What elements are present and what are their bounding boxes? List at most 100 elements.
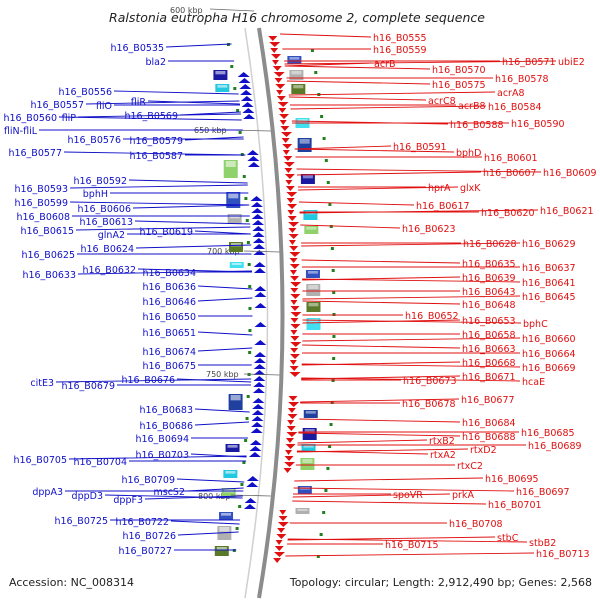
gene-label-h16-b0634[interactable]: h16_B0634 [142,268,196,279]
gene-label-h16-b0679[interactable]: h16_B0679 [61,381,115,392]
gene-label-h16-b0621[interactable]: h16_B0621 [540,206,594,217]
gene-label-rtxb2[interactable]: rtxB2 [429,436,455,447]
gene-label-h16-b0725[interactable]: h16_B0725 [54,516,108,527]
gene-label-hpra[interactable]: hprA [428,183,451,194]
gene-label-h16-b0643[interactable]: h16_B0643 [462,287,516,298]
gene-label-bphd[interactable]: bphD [456,148,481,159]
gene-label-spovr[interactable]: spoVR [393,490,423,501]
gene-label-h16-b0653[interactable]: h16_B0653 [462,316,516,327]
gene-label-h16-b0663[interactable]: h16_B0663 [462,344,516,355]
gene-label-h16-b0645[interactable]: h16_B0645 [522,292,576,303]
gene-label-dppf3[interactable]: dppF3 [113,495,143,506]
gene-label-rtxc2[interactable]: rtxC2 [457,461,483,472]
gene-label-h16-b0560[interactable]: h16_B0560 [3,113,57,124]
gene-label-h16-b0695[interactable]: h16_B0695 [485,474,539,485]
gene-label-h16-b0615[interactable]: h16_B0615 [20,226,74,237]
gene-label-h16-b0722[interactable]: h16_B0722 [115,517,169,528]
gene-label-glxk[interactable]: glxK [460,183,481,194]
gene-label-h16-b0633[interactable]: h16_B0633 [22,270,76,281]
gene-label-rtxa2[interactable]: rtxA2 [430,450,456,461]
gene-label-h16-b0685[interactable]: h16_B0685 [521,428,575,439]
gene-label-h16-b0683[interactable]: h16_B0683 [139,405,193,416]
gene-label-bphc[interactable]: bphC [523,319,548,330]
gene-label-h16-b0620[interactable]: h16_B0620 [481,208,535,219]
gene-label-h16-b0664[interactable]: h16_B0664 [522,349,576,360]
gene-label-h16-b0559[interactable]: h16_B0559 [373,45,427,56]
gene-label-h16-b0606[interactable]: h16_B0606 [77,204,131,215]
gene-label-h16-b0587[interactable]: h16_B0587 [129,151,183,162]
gene-label-h16-b0715[interactable]: h16_B0715 [385,540,439,551]
gene-label-h16-b0651[interactable]: h16_B0651 [142,328,196,339]
gene-label-mscs2[interactable]: mscS2 [153,487,185,498]
gene-label-acra8[interactable]: acrA8 [497,88,525,99]
gene-label-stbb2[interactable]: stbB2 [529,538,556,549]
gene-label-h16-b0694[interactable]: h16_B0694 [135,434,189,445]
gene-label-h16-b0535[interactable]: h16_B0535 [110,43,164,54]
gene-label-glna2[interactable]: glnA2 [98,230,125,241]
gene-label-h16-b0625[interactable]: h16_B0625 [21,250,75,261]
gene-label-h16-b0704[interactable]: h16_B0704 [73,457,127,468]
gene-label-h16-b0708[interactable]: h16_B0708 [449,519,503,530]
gene-label-h16-b0575[interactable]: h16_B0575 [432,80,486,91]
gene-label-h16-b0593[interactable]: h16_B0593 [14,184,68,195]
gene-label-h16-b0636[interactable]: h16_B0636 [142,282,196,293]
gene-label-h16-b0675[interactable]: h16_B0675 [142,361,196,372]
gene-label-h16-b0676[interactable]: h16_B0676 [121,375,175,386]
gene-label-stbc[interactable]: stbC [497,533,519,544]
gene-label-acrb8[interactable]: acrB8 [458,101,486,112]
gene-label-ubie2[interactable]: ubiE2 [558,57,585,68]
gene-label-acrb[interactable]: acrB [374,59,395,70]
gene-label-h16-b0635[interactable]: h16_B0635 [462,259,516,270]
gene-label-h16-b0673[interactable]: h16_B0673 [403,376,457,387]
gene-label-h16-b0623[interactable]: h16_B0623 [402,224,456,235]
gene-label-flir[interactable]: fliR [131,97,147,108]
gene-label-h16-b0632[interactable]: h16_B0632 [82,265,136,276]
gene-label-h16-b0570[interactable]: h16_B0570 [432,65,486,76]
gene-label-h16-b0668[interactable]: h16_B0668 [462,358,516,369]
gene-label-h16-b0705[interactable]: h16_B0705 [13,455,67,466]
gene-label-h16-b0591[interactable]: h16_B0591 [393,142,447,153]
gene-label-h16-b0613[interactable]: h16_B0613 [79,217,133,228]
gene-label-h16-b0671[interactable]: h16_B0671 [462,372,516,383]
gene-label-h16-b0727[interactable]: h16_B0727 [118,546,172,557]
gene-label-h16-b0588[interactable]: h16_B0588 [450,120,504,131]
gene-label-h16-b0609[interactable]: h16_B0609 [543,168,597,179]
gene-label-h16-b0601[interactable]: h16_B0601 [484,153,538,164]
gene-label-h16-b0688[interactable]: h16_B0688 [462,432,516,443]
gene-label-h16-b0619[interactable]: h16_B0619 [139,227,193,238]
gene-label-h16-b0590[interactable]: h16_B0590 [511,119,565,130]
gene-label-h16-b0658[interactable]: h16_B0658 [462,330,516,341]
gene-label-h16-b0628[interactable]: h16_B0628 [463,239,517,250]
gene-label-h16-b0584[interactable]: h16_B0584 [488,102,542,113]
gene-label-h16-b0648[interactable]: h16_B0648 [462,300,516,311]
gene-label-h16-b0556[interactable]: h16_B0556 [58,87,112,98]
gene-label-h16-b0660[interactable]: h16_B0660 [522,334,576,345]
gene-label-flin-flil[interactable]: fliN-fliL [4,126,38,137]
gene-label-h16-b0569[interactable]: h16_B0569 [124,111,178,122]
gene-label-h16-b0599[interactable]: h16_B0599 [14,198,68,209]
gene-label-h16-b0713[interactable]: h16_B0713 [536,549,590,560]
gene-label-prka[interactable]: prkA [452,490,474,501]
gene-label-bphh[interactable]: bphH [83,189,108,200]
gene-label-h16-b0684[interactable]: h16_B0684 [462,418,516,429]
gene-label-h16-b0697[interactable]: h16_B0697 [516,487,570,498]
gene-label-h16-b0629[interactable]: h16_B0629 [522,239,576,250]
gene-label-h16-b0608[interactable]: h16_B0608 [16,212,70,223]
gene-label-flip[interactable]: fliP [62,113,77,124]
gene-label-h16-b0592[interactable]: h16_B0592 [73,176,127,187]
gene-label-rtxd2[interactable]: rtxD2 [470,445,497,456]
gene-label-flio[interactable]: fliO [96,101,112,112]
gene-label-dppd3[interactable]: dppD3 [72,491,103,502]
gene-label-h16-b0701[interactable]: h16_B0701 [488,500,542,511]
gene-label-h16-b0557[interactable]: h16_B0557 [30,100,84,111]
gene-label-hcae[interactable]: hcaE [522,377,545,388]
gene-label-bla2[interactable]: bla2 [145,57,166,68]
gene-label-h16-b0617[interactable]: h16_B0617 [416,201,470,212]
gene-label-acrc8[interactable]: acrC8 [428,96,456,107]
gene-label-h16-b0652[interactable]: h16_B0652 [405,311,459,322]
gene-label-h16-b0709[interactable]: h16_B0709 [121,475,175,486]
gene-label-h16-b0607[interactable]: h16_B0607 [483,168,537,179]
gene-label-h16-b0577[interactable]: h16_B0577 [8,148,62,159]
gene-label-h16-b0579[interactable]: h16_B0579 [129,136,183,147]
gene-label-h16-b0576[interactable]: h16_B0576 [67,135,121,146]
